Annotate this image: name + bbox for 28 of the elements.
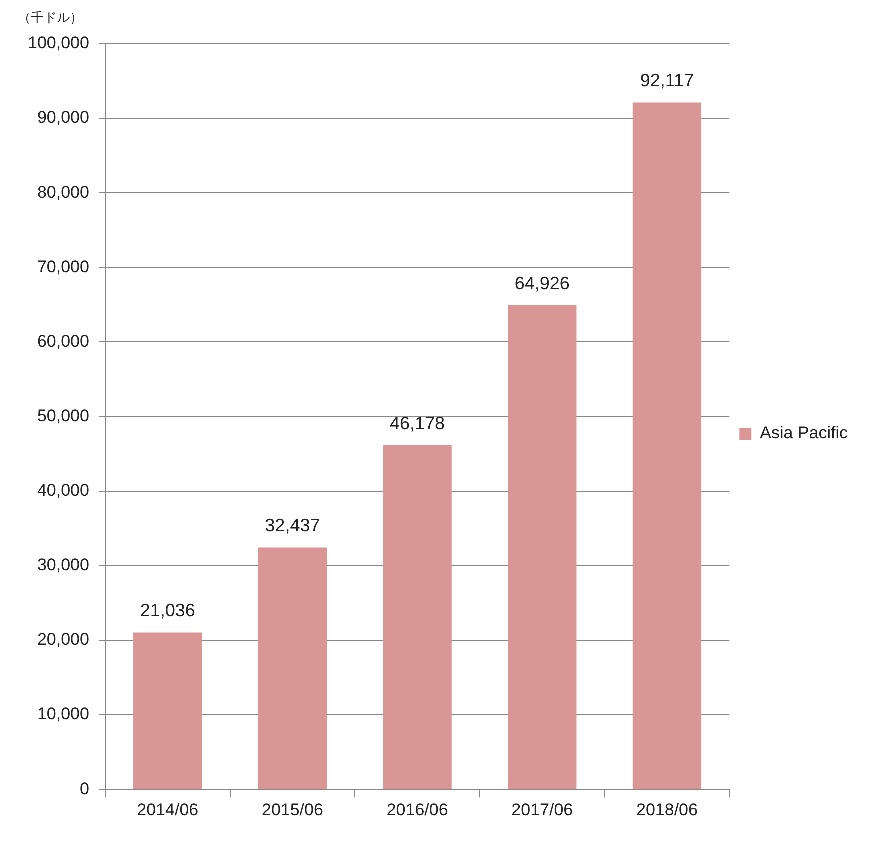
y-axis-title: （千ドル） bbox=[18, 10, 83, 26]
bar bbox=[632, 102, 702, 790]
bar bbox=[258, 548, 328, 790]
x-tick-label: 2017/06 bbox=[512, 800, 574, 820]
data-label: 46,178 bbox=[390, 413, 446, 434]
data-label: 32,437 bbox=[265, 516, 320, 536]
x-tick-label: 2015/06 bbox=[262, 800, 324, 820]
y-tick-label: 20,000 bbox=[37, 630, 90, 650]
y-tick-label: 50,000 bbox=[37, 406, 90, 426]
data-label: 21,036 bbox=[140, 600, 196, 621]
bar bbox=[508, 306, 577, 790]
data-label: 64,926 bbox=[514, 273, 570, 294]
x-tick-label: 2014/06 bbox=[137, 800, 199, 820]
legend-label: Asia Pacific bbox=[760, 424, 848, 443]
y-tick-label: 70,000 bbox=[37, 257, 90, 276]
y-tick-label: 10,000 bbox=[37, 704, 90, 724]
y-tick-label: 90,000 bbox=[37, 108, 90, 128]
y-tick-label: 80,000 bbox=[37, 182, 90, 202]
x-tick-label: 2016/06 bbox=[386, 800, 448, 820]
bar bbox=[383, 445, 452, 790]
y-tick-label: 30,000 bbox=[37, 556, 90, 575]
bar bbox=[134, 632, 202, 790]
x-tick-label: 2018/06 bbox=[636, 800, 698, 820]
y-tick-label: 40,000 bbox=[37, 481, 90, 500]
y-tick-label: 60,000 bbox=[37, 332, 90, 351]
y-tick-label: 100,000 bbox=[28, 34, 90, 53]
data-label: 92,117 bbox=[640, 70, 694, 91]
y-tick-label: 0 bbox=[80, 779, 90, 798]
